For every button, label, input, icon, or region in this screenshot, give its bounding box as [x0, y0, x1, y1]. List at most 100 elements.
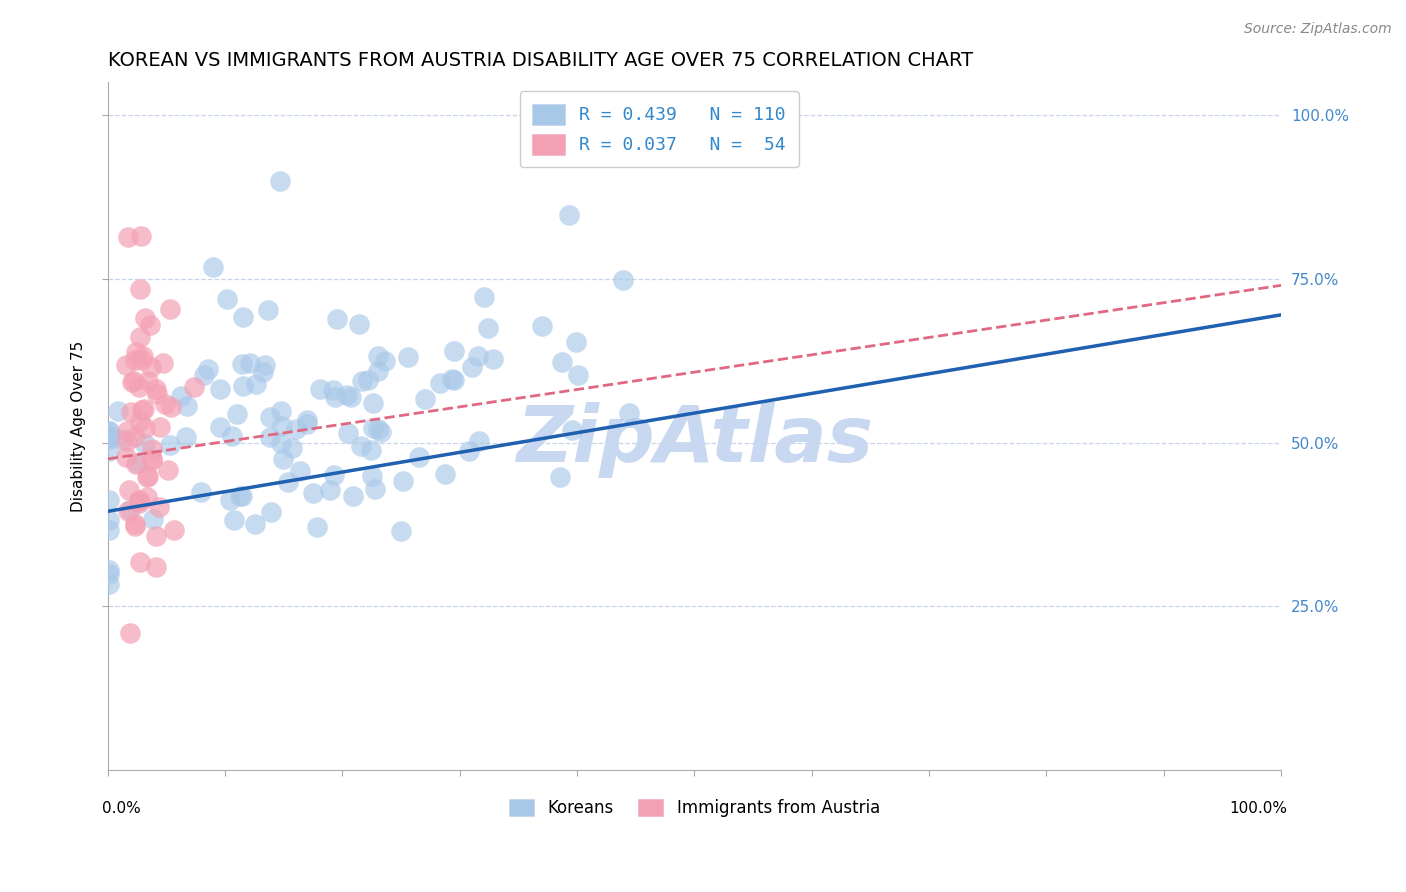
- Point: [367, 421, 389, 435]
- Point: [174, 430, 197, 444]
- Point: [392, 474, 415, 488]
- Point: [361, 395, 384, 409]
- Point: [136, 469, 159, 483]
- Point: [128, 492, 150, 507]
- Point: [259, 430, 281, 444]
- Point: [170, 389, 193, 403]
- Point: [131, 403, 153, 417]
- Point: [124, 430, 146, 444]
- Point: [350, 375, 373, 389]
- Point: [153, 397, 176, 411]
- Legend: Koreans, Immigrants from Austria: Koreans, Immigrants from Austria: [502, 792, 887, 823]
- Point: [127, 456, 149, 470]
- Point: [370, 425, 392, 439]
- Point: [259, 410, 281, 425]
- Point: [117, 504, 139, 518]
- Point: [269, 174, 291, 188]
- Point: [612, 273, 634, 287]
- Point: [342, 489, 364, 503]
- Point: [97, 563, 120, 577]
- Point: [193, 368, 215, 382]
- Point: [124, 457, 146, 471]
- Y-axis label: Disability Age Over 75: Disability Age Over 75: [72, 341, 86, 512]
- Point: [322, 383, 344, 397]
- Point: [132, 402, 155, 417]
- Point: [295, 417, 318, 432]
- Point: [270, 404, 292, 418]
- Point: [252, 365, 274, 379]
- Point: [149, 420, 172, 434]
- Text: 0.0%: 0.0%: [101, 801, 141, 816]
- Point: [408, 450, 430, 464]
- Point: [222, 513, 245, 527]
- Point: [97, 523, 120, 537]
- Point: [128, 555, 150, 569]
- Point: [270, 418, 292, 433]
- Point: [141, 442, 163, 457]
- Point: [350, 439, 373, 453]
- Text: ZipAtlas: ZipAtlas: [516, 402, 873, 478]
- Point: [209, 420, 232, 434]
- Point: [129, 282, 152, 296]
- Point: [97, 424, 120, 438]
- Point: [364, 482, 387, 496]
- Point: [271, 451, 294, 466]
- Point: [118, 503, 141, 517]
- Point: [129, 330, 152, 344]
- Point: [124, 517, 146, 532]
- Point: [308, 383, 330, 397]
- Point: [115, 434, 138, 448]
- Text: KOREAN VS IMMIGRANTS FROM AUSTRIA DISABILITY AGE OVER 75 CORRELATION CHART: KOREAN VS IMMIGRANTS FROM AUSTRIA DISABI…: [108, 51, 973, 70]
- Point: [125, 345, 148, 359]
- Point: [141, 453, 163, 467]
- Point: [128, 494, 150, 508]
- Point: [152, 356, 174, 370]
- Point: [136, 490, 159, 504]
- Point: [295, 413, 318, 427]
- Point: [97, 430, 120, 444]
- Point: [281, 442, 304, 456]
- Point: [138, 469, 160, 483]
- Point: [232, 310, 254, 324]
- Point: [190, 484, 212, 499]
- Point: [97, 433, 120, 447]
- Point: [97, 576, 120, 591]
- Point: [134, 437, 156, 451]
- Point: [558, 208, 581, 222]
- Point: [561, 423, 583, 437]
- Point: [245, 377, 267, 392]
- Point: [288, 464, 311, 478]
- Point: [567, 368, 589, 383]
- Point: [118, 483, 141, 498]
- Point: [254, 358, 277, 372]
- Point: [124, 352, 146, 367]
- Point: [111, 432, 134, 446]
- Point: [136, 375, 159, 389]
- Text: Source: ZipAtlas.com: Source: ZipAtlas.com: [1244, 22, 1392, 37]
- Point: [367, 364, 389, 378]
- Point: [363, 421, 385, 435]
- Point: [209, 382, 232, 396]
- Point: [145, 560, 167, 574]
- Text: 100.0%: 100.0%: [1229, 801, 1286, 816]
- Point: [128, 380, 150, 394]
- Point: [472, 290, 495, 304]
- Point: [270, 435, 292, 450]
- Point: [159, 438, 181, 452]
- Point: [340, 391, 363, 405]
- Point: [115, 424, 138, 438]
- Point: [157, 463, 180, 477]
- Point: [389, 524, 412, 539]
- Point: [97, 513, 120, 527]
- Point: [323, 467, 346, 482]
- Point: [134, 310, 156, 325]
- Point: [617, 406, 640, 420]
- Point: [467, 349, 489, 363]
- Point: [128, 413, 150, 427]
- Point: [176, 399, 198, 413]
- Point: [336, 425, 359, 440]
- Point: [139, 318, 162, 332]
- Point: [443, 373, 465, 387]
- Point: [548, 470, 571, 484]
- Point: [443, 343, 465, 358]
